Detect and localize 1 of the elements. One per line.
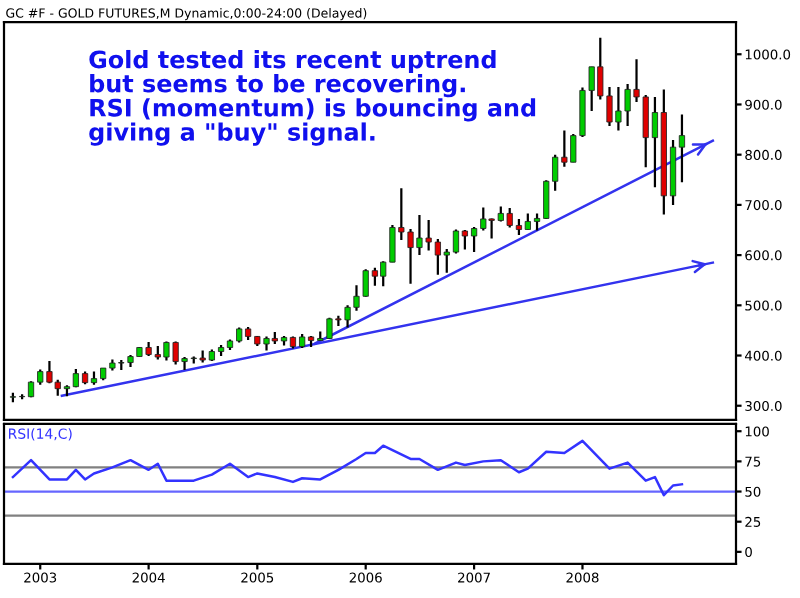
annotation: Gold tested its recent uptrend but seems to be recovering. RSI (momentum) is bouncing and giving a "buy" signal. bbox=[89, 49, 536, 146]
